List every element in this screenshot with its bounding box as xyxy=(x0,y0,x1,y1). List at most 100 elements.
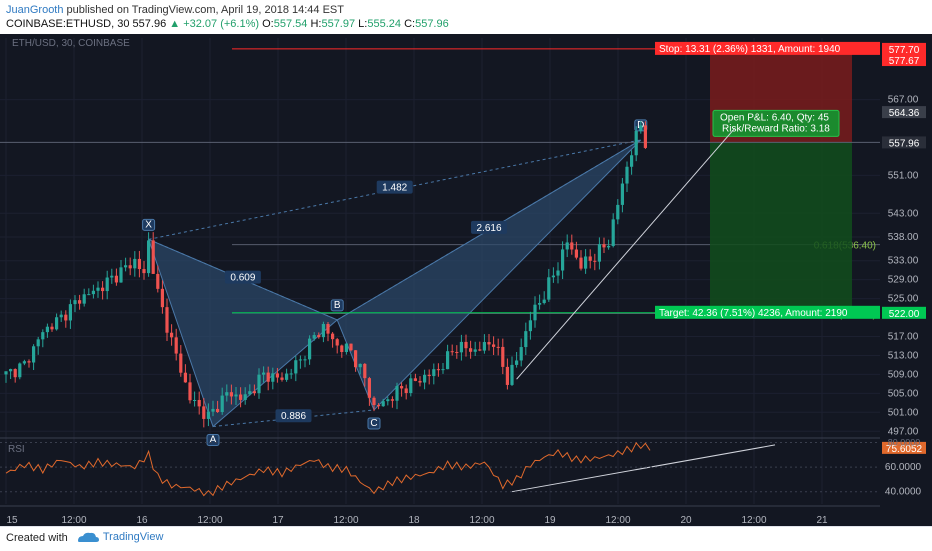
pivot-box-C xyxy=(367,417,381,430)
candle-body-114 xyxy=(528,320,532,332)
candle-body-11 xyxy=(55,317,59,330)
created-with-text: Created with xyxy=(6,532,68,544)
rsi-tick-0: 60.0000 xyxy=(885,462,922,473)
candle-body-64 xyxy=(298,359,302,361)
candles xyxy=(4,120,647,428)
candle-body-14 xyxy=(68,304,72,321)
stop-tag-box xyxy=(655,41,880,55)
candle-body-28 xyxy=(133,258,137,269)
x-tick-4: 17 xyxy=(272,515,284,526)
chart-legend: ETH/USD, 30, COINBASE xyxy=(12,38,130,49)
candle-body-113 xyxy=(524,331,528,348)
candle-body-3 xyxy=(18,363,22,378)
x-tick-1: 12:00 xyxy=(61,515,86,526)
candle-body-111 xyxy=(515,360,519,365)
y-tick-5: 529.00 xyxy=(888,275,919,286)
candle-body-51 xyxy=(239,394,243,400)
candle-body-82 xyxy=(381,401,385,407)
rsi-line xyxy=(5,441,651,497)
ratio-label-2: 1.482 xyxy=(382,183,407,194)
candle-body-54 xyxy=(252,391,256,394)
candle-body-102 xyxy=(473,349,477,352)
candle-body-119 xyxy=(551,275,555,278)
candle-body-75 xyxy=(349,343,353,351)
candle-body-62 xyxy=(289,373,293,375)
rsi-pane: RSI xyxy=(0,441,880,497)
candle-body-116 xyxy=(538,303,542,305)
pivot-label-X: X xyxy=(145,219,152,230)
candle-body-99 xyxy=(459,341,463,353)
candle-body-72 xyxy=(335,339,339,346)
chart-area[interactable]: 0.618(536.40)0.382(521.85) XABCD0.6090.8… xyxy=(0,34,932,526)
candle-body-58 xyxy=(271,373,275,382)
candle-body-1 xyxy=(9,369,13,372)
candle-body-91 xyxy=(423,374,427,383)
candle-body-65 xyxy=(303,359,307,361)
candle-body-53 xyxy=(248,391,252,395)
tradingview-logo[interactable]: TradingView xyxy=(76,531,163,543)
candle-body-80 xyxy=(372,397,376,406)
candle-body-130 xyxy=(602,244,606,248)
rr-text: Risk/Reward Ratio: 3.18 xyxy=(722,123,830,134)
y-tick-10: 509.00 xyxy=(888,369,919,380)
chart-svg[interactable]: 0.618(536.40)0.382(521.85) XABCD0.6090.8… xyxy=(0,34,932,526)
low-label: L: xyxy=(358,18,368,30)
candle-body-93 xyxy=(432,369,436,377)
candle-body-135 xyxy=(625,166,629,184)
candle-body-13 xyxy=(64,314,68,321)
candle-body-57 xyxy=(266,372,270,382)
candle-body-103 xyxy=(478,349,482,351)
candle-body-32 xyxy=(151,240,155,274)
candle-body-92 xyxy=(427,374,431,377)
pivot-label-B: B xyxy=(334,300,341,311)
open-label: O: xyxy=(262,18,274,30)
ohlc-line: COINBASE:ETHUSD, 30 557.96 ▲ +32.07 (+6.… xyxy=(6,18,449,30)
candle-body-21 xyxy=(101,287,105,292)
candle-body-125 xyxy=(579,257,583,269)
price-label-box-2 xyxy=(882,106,926,119)
time-axis: 15 12:00 16 12:00 17 12:00 18 12:00 19 12:00 20 12:… xyxy=(6,515,828,526)
close-label: C: xyxy=(404,18,416,30)
candle-body-25 xyxy=(119,267,123,283)
price-axis: 567.00 551.00 543.00 538.00 533.00 529.00 525.… xyxy=(880,34,932,526)
pivot-label-C: C xyxy=(370,418,377,429)
candle-body-123 xyxy=(570,242,574,250)
target-tag-box xyxy=(655,305,880,319)
candle-body-73 xyxy=(340,345,344,353)
candle-body-131 xyxy=(607,245,611,248)
candle-body-138 xyxy=(639,125,643,131)
close-value: 557.96 xyxy=(415,18,449,30)
ratio-label-3: 2.616 xyxy=(476,223,501,234)
candle-body-37 xyxy=(174,337,178,354)
candle-body-39 xyxy=(183,372,187,383)
candle-body-106 xyxy=(492,344,496,347)
symbol-label: COINBASE:ETHUSD, 30 xyxy=(6,18,130,30)
x-tick-0: 15 xyxy=(6,515,18,526)
rsi-value-box xyxy=(882,441,926,454)
target-tag-text: Target: 42.36 (7.51%) 4236, Amount: 2190 xyxy=(659,308,848,319)
y-tick-0: 567.00 xyxy=(888,95,919,106)
candle-body-40 xyxy=(188,382,192,401)
author-link[interactable]: JuanGrooth xyxy=(6,4,64,16)
candle-body-77 xyxy=(358,363,362,368)
candle-body-136 xyxy=(630,155,634,167)
candle-body-20 xyxy=(96,287,100,291)
candle-body-36 xyxy=(170,332,174,338)
candle-body-137 xyxy=(634,130,638,156)
candle-body-107 xyxy=(496,346,500,348)
price-label-1: 577.67 xyxy=(889,56,920,67)
candle-body-7 xyxy=(36,339,40,347)
candle-body-38 xyxy=(179,353,183,373)
candle-body-97 xyxy=(450,351,454,353)
candle-body-76 xyxy=(354,350,358,368)
candle-body-121 xyxy=(561,249,565,271)
rsi-tick-1: 40.0000 xyxy=(885,487,922,498)
position-tool[interactable]: Stop: 13.31 (2.36%) 1331, Amount: 1940 Ta… xyxy=(0,41,880,319)
publish-line: JuanGrooth published on TradingView.com,… xyxy=(6,4,344,16)
candle-body-30 xyxy=(142,269,146,274)
candle-body-129 xyxy=(597,244,601,262)
candle-body-2 xyxy=(13,369,17,378)
candle-body-5 xyxy=(27,361,31,363)
candle-body-0 xyxy=(4,371,8,375)
